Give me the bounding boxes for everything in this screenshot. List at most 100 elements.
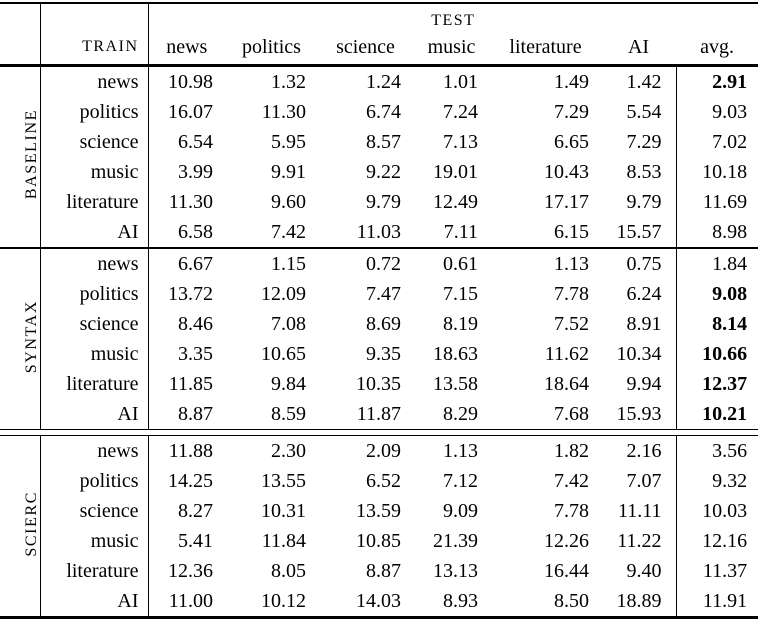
column-header-science: science xyxy=(318,31,413,67)
value-cell: 21.39 xyxy=(433,529,478,552)
avg-cell: 8.14 xyxy=(675,308,758,339)
value-cell: 7.24 xyxy=(443,100,478,123)
value-cell: 7.11 xyxy=(443,220,478,243)
table-row: literature 12.36 8.05 8.87 13.13 16.44 9.40 11.… xyxy=(0,555,758,586)
train-cell: music xyxy=(40,525,149,556)
train-column-spacer xyxy=(40,3,149,31)
value-cell: 7.42 xyxy=(554,469,589,492)
table-row: SCIERC news 11.88 2.30 2.09 1.13 1.82 2.16 3.56 xyxy=(0,435,758,617)
value-cell: 19.01 xyxy=(433,160,478,183)
value-cell: 11.62 xyxy=(544,342,589,365)
avg-cell: 12.16 xyxy=(675,525,758,556)
value-cell: 11.85 xyxy=(168,372,213,395)
value-cell: 13.55 xyxy=(261,469,306,492)
table-row: politics 14.25 13.55 6.52 7.12 7.42 7.07 9.32 xyxy=(0,465,758,496)
value-cell: 2.30 xyxy=(271,439,306,462)
train-cell: science xyxy=(40,126,149,157)
value-cell: 6.67 xyxy=(178,252,213,275)
column-header-politics: politics xyxy=(225,31,318,67)
value-cell: 10.85 xyxy=(356,529,401,552)
value-cell: 15.57 xyxy=(616,220,662,243)
value-cell: 13.13 xyxy=(433,559,478,582)
table-header: TEST TRAIN news politics science music l… xyxy=(0,3,758,67)
value-cell: 0.72 xyxy=(366,252,401,275)
table-row: music 3.99 9.91 9.22 19.01 10.43 8.53 10.18 xyxy=(0,156,758,187)
table-row: literature 11.85 9.84 10.35 13.58 18.64 9.94 12… xyxy=(0,368,758,399)
section-label-cell: SYNTAX xyxy=(0,248,41,429)
value-cell: 12.49 xyxy=(433,190,478,213)
value-cell: 8.91 xyxy=(626,312,662,335)
section-syntax: SYNTAX news 6.67 1.15 0.72 0.61 1.13 0.75 1.84 po… xyxy=(0,248,758,429)
value-cell: 12.26 xyxy=(544,529,589,552)
value-cell: 1.32 xyxy=(271,70,306,93)
value-cell: 8.19 xyxy=(443,312,478,335)
value-cell: 10.98 xyxy=(168,70,213,93)
section-baseline: BASELINE news 10.98 1.32 1.24 1.01 1.49 1.42 2.9… xyxy=(0,65,758,247)
value-cell: 12.36 xyxy=(168,559,213,582)
column-header-row: TRAIN news politics science music litera… xyxy=(0,31,758,67)
value-cell: 6.24 xyxy=(626,282,662,305)
test-header-row: TEST xyxy=(0,3,758,31)
value-cell: 9.79 xyxy=(626,190,662,213)
value-cell: 12.09 xyxy=(261,282,306,305)
value-cell: 16.07 xyxy=(168,100,213,123)
value-cell: 5.95 xyxy=(271,130,306,153)
value-cell: 10.31 xyxy=(261,499,306,522)
value-cell: 7.29 xyxy=(626,130,662,153)
avg-cell: 10.03 xyxy=(675,495,758,526)
value-cell: 17.17 xyxy=(544,190,589,213)
train-cell: news xyxy=(40,435,149,466)
avg-cell: 10.18 xyxy=(675,156,758,187)
section-label: BASELINE xyxy=(22,109,40,200)
section-scierc: SCIERC news 11.88 2.30 2.09 1.13 1.82 2.16 3.56 p… xyxy=(0,435,758,617)
table-row: science 8.46 7.08 8.69 8.19 7.52 8.91 8.14 xyxy=(0,308,758,339)
column-header-ai: AI xyxy=(601,31,676,67)
value-cell: 9.09 xyxy=(443,499,478,522)
column-header-music: music xyxy=(413,31,490,67)
train-cell: politics xyxy=(40,278,149,309)
train-cell: music xyxy=(40,338,149,369)
value-cell: 8.27 xyxy=(178,499,213,522)
value-cell: 8.05 xyxy=(271,559,306,582)
value-cell: 11.30 xyxy=(261,100,306,123)
value-cell: 1.13 xyxy=(554,252,589,275)
value-cell: 14.03 xyxy=(356,589,401,612)
avg-cell: 3.56 xyxy=(675,435,758,466)
value-cell: 7.78 xyxy=(554,499,589,522)
value-cell: 7.13 xyxy=(443,130,478,153)
value-cell: 10.43 xyxy=(544,160,589,183)
value-cell: 7.07 xyxy=(626,469,662,492)
value-cell: 11.03 xyxy=(356,220,401,243)
table-row: science 6.54 5.95 8.57 7.13 6.65 7.29 7.02 xyxy=(0,126,758,157)
value-cell: 16.44 xyxy=(544,559,589,582)
value-cell: 10.65 xyxy=(261,342,306,365)
section-label: SYNTAX xyxy=(22,299,40,374)
column-header-avg: avg. xyxy=(676,31,758,67)
value-cell: 5.54 xyxy=(626,100,662,123)
section-label-cell: SCIERC xyxy=(0,435,41,617)
value-cell: 10.12 xyxy=(261,589,306,612)
table-row: AI 11.00 10.12 14.03 8.93 8.50 18.89 11.91 xyxy=(0,585,758,617)
value-cell: 6.54 xyxy=(178,130,213,153)
train-cell: literature xyxy=(40,368,149,399)
avg-cell: 11.37 xyxy=(675,555,758,586)
train-cell: politics xyxy=(40,96,149,127)
value-cell: 13.72 xyxy=(168,282,213,305)
value-cell: 9.60 xyxy=(271,190,306,213)
avg-cell: 2.91 xyxy=(675,65,758,97)
value-cell: 10.35 xyxy=(356,372,401,395)
train-cell: news xyxy=(40,248,149,279)
table-row: music 3.35 10.65 9.35 18.63 11.62 10.34 10.66 xyxy=(0,338,758,369)
value-cell: 9.40 xyxy=(626,559,662,582)
value-cell: 2.16 xyxy=(626,439,662,462)
value-cell: 8.87 xyxy=(366,559,401,582)
section-divider-single xyxy=(0,246,758,249)
avg-cell: 9.08 xyxy=(675,278,758,309)
avg-cell: 10.66 xyxy=(675,338,758,369)
train-label: TRAIN xyxy=(40,31,149,67)
train-cell: politics xyxy=(40,465,149,496)
avg-cell: 8.98 xyxy=(675,216,758,247)
avg-cell: 9.32 xyxy=(675,465,758,496)
table-row: science 8.27 10.31 13.59 9.09 7.78 11.11 10.03 xyxy=(0,495,758,526)
